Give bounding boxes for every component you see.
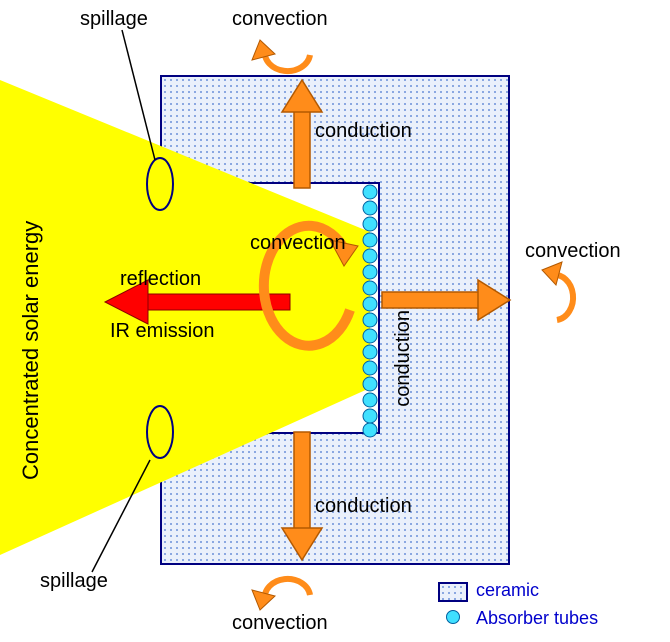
legend-absorber-label: Absorber tubes — [476, 608, 598, 629]
legend-absorber-swatch — [446, 610, 460, 624]
spillage-pointer-bottom — [0, 0, 670, 642]
legend-ceramic-swatch — [438, 582, 468, 602]
legend-ceramic-label: ceramic — [476, 580, 539, 601]
